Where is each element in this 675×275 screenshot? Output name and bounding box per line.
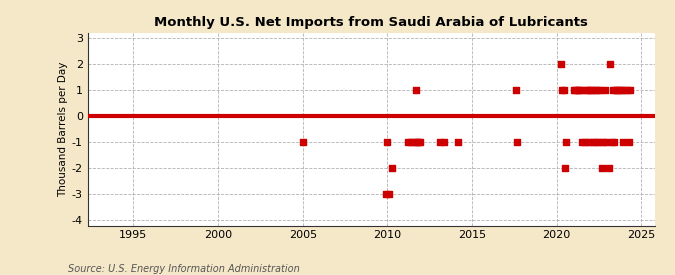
- Point: [297, 140, 308, 144]
- Point: [560, 166, 570, 170]
- Point: [381, 192, 392, 196]
- Point: [410, 88, 421, 92]
- Point: [383, 192, 394, 196]
- Point: [616, 88, 627, 92]
- Point: [608, 88, 618, 92]
- Point: [382, 140, 393, 144]
- Point: [579, 140, 590, 144]
- Point: [557, 88, 568, 92]
- Point: [605, 62, 616, 67]
- Point: [624, 88, 635, 92]
- Point: [570, 88, 580, 92]
- Point: [412, 140, 423, 144]
- Point: [576, 140, 587, 144]
- Point: [603, 166, 614, 170]
- Point: [618, 140, 628, 144]
- Point: [599, 88, 610, 92]
- Point: [561, 140, 572, 144]
- Point: [575, 88, 586, 92]
- Point: [588, 140, 599, 144]
- Point: [558, 88, 569, 92]
- Point: [414, 140, 425, 144]
- Point: [592, 88, 603, 92]
- Point: [512, 140, 522, 144]
- Point: [510, 88, 521, 92]
- Point: [580, 88, 591, 92]
- Point: [585, 88, 596, 92]
- Point: [568, 88, 579, 92]
- Point: [623, 140, 634, 144]
- Point: [614, 88, 624, 92]
- Point: [589, 88, 600, 92]
- Point: [583, 88, 593, 92]
- Point: [593, 140, 604, 144]
- Point: [596, 166, 607, 170]
- Point: [612, 88, 622, 92]
- Point: [556, 62, 566, 67]
- Point: [386, 166, 397, 170]
- Title: Monthly U.S. Net Imports from Saudi Arabia of Lubricants: Monthly U.S. Net Imports from Saudi Arab…: [155, 16, 588, 29]
- Point: [610, 88, 621, 92]
- Point: [598, 140, 609, 144]
- Point: [403, 140, 414, 144]
- Point: [595, 88, 605, 92]
- Point: [409, 140, 420, 144]
- Point: [413, 140, 424, 144]
- Point: [591, 140, 601, 144]
- Point: [619, 88, 630, 92]
- Point: [601, 140, 612, 144]
- Point: [606, 140, 617, 144]
- Point: [587, 88, 597, 92]
- Point: [406, 140, 416, 144]
- Point: [438, 140, 449, 144]
- Point: [434, 140, 445, 144]
- Y-axis label: Thousand Barrels per Day: Thousand Barrels per Day: [57, 62, 68, 197]
- Point: [584, 140, 595, 144]
- Point: [622, 88, 632, 92]
- Point: [572, 88, 583, 92]
- Point: [609, 140, 620, 144]
- Point: [452, 140, 463, 144]
- Point: [574, 88, 585, 92]
- Text: Source: U.S. Energy Information Administration: Source: U.S. Energy Information Administ…: [68, 264, 299, 274]
